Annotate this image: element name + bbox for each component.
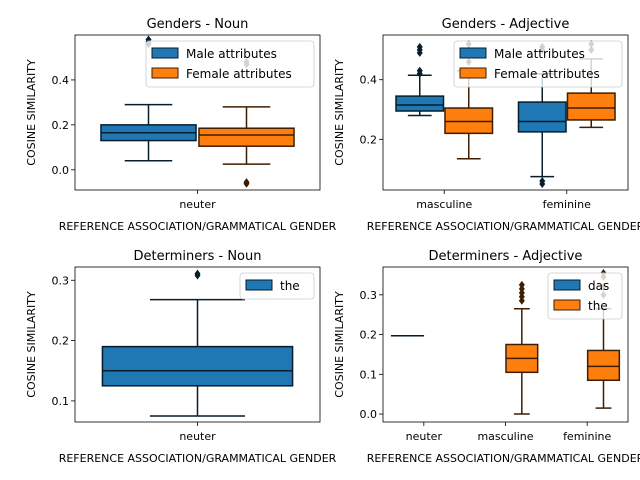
- legend-label: das: [588, 279, 609, 293]
- legend-swatch: [553, 279, 581, 291]
- x-axis-label: REFERENCE ASSOCIATION/GRAMMATICAL GENDER: [367, 452, 640, 465]
- box-body: [586, 349, 621, 382]
- box-body: [395, 95, 445, 112]
- x-tick-label: masculine: [416, 198, 472, 211]
- x-tick-label: neuter: [406, 430, 443, 443]
- y-tick-label: 0.2: [52, 335, 70, 348]
- box-male-attributes-feminine: [517, 42, 567, 189]
- y-tick-label: 0.3: [360, 289, 378, 302]
- y-tick-label: 0.2: [52, 119, 70, 132]
- y-axis-label: COSINE SIMILARITY: [25, 59, 38, 166]
- legend-label: Male attributes: [494, 47, 585, 61]
- outlier-point: [194, 269, 201, 278]
- x-tick-label: neuter: [179, 198, 216, 211]
- y-tick-label: 0.3: [52, 274, 70, 287]
- y-tick-label: 0.0: [360, 408, 378, 421]
- legend-label: the: [280, 279, 300, 293]
- axes-frame: [74, 34, 321, 191]
- subplot-title: Determiners - Adjective: [429, 249, 583, 264]
- legend: the: [239, 272, 315, 300]
- x-axis-label: REFERENCE ASSOCIATION/GRAMMATICAL GENDER: [59, 220, 337, 233]
- subplot-1: Genders - Noun COSINE SIMILARITY REFERENCE…: [25, 17, 337, 233]
- x-axis-label: REFERENCE ASSOCIATION/GRAMMATICAL GENDER: [59, 452, 337, 465]
- legend-swatch: [151, 67, 179, 79]
- box-the-neuter: [101, 269, 294, 417]
- box-male-attributes-neuter: [100, 35, 197, 162]
- legend-swatch: [459, 47, 487, 59]
- x-tick-label: neuter: [179, 430, 216, 443]
- outlier-point: [416, 66, 423, 75]
- y-tick-label: 0.4: [52, 74, 70, 87]
- box-body: [517, 101, 567, 133]
- legend-label: Female attributes: [186, 67, 292, 81]
- legend-label: the: [588, 299, 608, 313]
- box-the-masculine: [505, 280, 539, 415]
- legend-label: Female attributes: [494, 67, 600, 81]
- subplot-title: Determiners - Noun: [134, 249, 262, 264]
- outlier-point: [243, 179, 250, 188]
- box-body: [101, 345, 294, 387]
- legend: Male attributes Female attributes: [145, 40, 315, 88]
- box-male-attributes-masculine: [395, 42, 445, 117]
- y-axis-label: COSINE SIMILARITY: [25, 291, 38, 398]
- legend-frame: [453, 40, 623, 88]
- subplot-3: Determiners - Noun COSINE SIMILARITY REFER…: [25, 249, 337, 465]
- subplot-4: Determiners - Adjective COSINE SIMILARITY…: [333, 249, 640, 465]
- legend: Male attributes Female attributes: [453, 40, 623, 88]
- x-tick-label: feminine: [543, 198, 591, 211]
- y-axis-label: COSINE SIMILARITY: [333, 291, 346, 398]
- legend-swatch: [151, 47, 179, 59]
- y-tick-label: 0.4: [360, 74, 378, 87]
- subplot-title: Genders - Adjective: [442, 17, 570, 32]
- axes-frame: [74, 266, 321, 423]
- outlier-point: [518, 280, 525, 289]
- outlier-point: [416, 42, 423, 51]
- y-tick-label: 0.2: [360, 329, 378, 342]
- legend: das the: [547, 272, 623, 320]
- x-tick-label: feminine: [563, 430, 611, 443]
- legend-swatch: [459, 67, 487, 79]
- subplot-2: Genders - Adjective COSINE SIMILARITY REFE…: [333, 17, 640, 233]
- y-tick-label: 0.2: [360, 133, 378, 146]
- legend-swatch: [245, 279, 273, 291]
- box-body: [198, 127, 295, 147]
- subplot-title: Genders - Noun: [147, 17, 249, 32]
- x-axis-label: REFERENCE ASSOCIATION/GRAMMATICAL GENDER: [367, 220, 640, 233]
- legend-label: Male attributes: [186, 47, 277, 61]
- legend-swatch: [553, 299, 581, 311]
- legend-frame: [145, 40, 315, 88]
- y-tick-label: 0.1: [52, 395, 70, 408]
- axes-frame: [382, 266, 629, 423]
- axes-frame: [382, 34, 629, 191]
- y-axis-label: COSINE SIMILARITY: [333, 59, 346, 166]
- y-tick-label: 0.0: [52, 164, 70, 177]
- x-tick-label: masculine: [477, 430, 533, 443]
- outlier-point: [539, 177, 546, 186]
- y-tick-label: 0.1: [360, 368, 378, 381]
- box-body: [566, 92, 616, 121]
